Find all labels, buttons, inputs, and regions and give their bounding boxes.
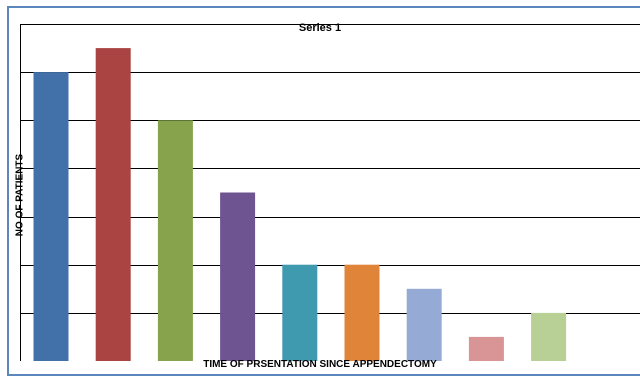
bar-7 [406, 288, 442, 361]
bar-3 [157, 120, 193, 361]
bar-5 [282, 264, 318, 361]
x-axis-title: TIME OF PRSENTATION SINCE APPENDECTOMY [203, 359, 437, 370]
bar-4 [220, 192, 256, 361]
bar-6 [344, 264, 380, 361]
chart-title: Series 1 [298, 22, 342, 34]
bar-1 [33, 72, 69, 361]
bar-9 [531, 312, 567, 361]
bar-2 [95, 48, 131, 361]
y-axis-title: NO OF PATIENTS [14, 153, 26, 237]
bar-8 [468, 336, 504, 361]
